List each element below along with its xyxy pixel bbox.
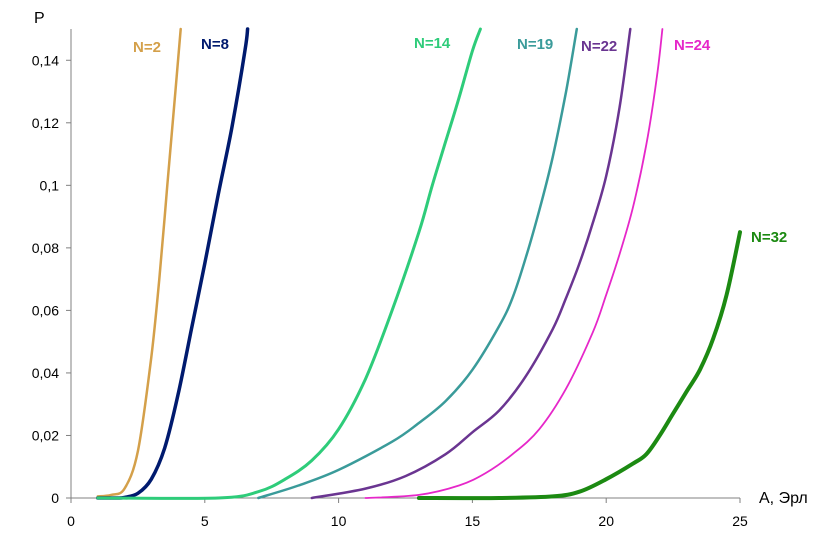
series-line-n-8 xyxy=(96,27,250,500)
x-tick-label: 25 xyxy=(732,513,748,529)
series-lines xyxy=(96,27,742,501)
series-label-n-8: N=8 xyxy=(201,36,229,53)
series-label-n-14: N=14 xyxy=(414,35,451,52)
x-axis-title: A, Эрл xyxy=(759,490,808,507)
series-label-n-19: N=19 xyxy=(517,36,553,53)
ticks: 0 5 10 15 20 25 0 0,02 0,04 0,06 0,08 0,1 0,12 0,14 xyxy=(32,52,748,529)
series-label-n-22: N=22 xyxy=(581,38,617,55)
x-tick-label: 15 xyxy=(465,513,481,529)
y-tick-label: 0,02 xyxy=(32,427,59,443)
y-axis-title: P xyxy=(34,10,45,27)
series-line-n-2 xyxy=(96,27,182,498)
y-tick-label: 0,06 xyxy=(32,302,59,318)
series-line-n-24 xyxy=(364,28,664,499)
y-tick-label: 0,14 xyxy=(32,52,59,68)
series-line-n-32 xyxy=(416,230,742,501)
series-label-n-2: N=2 xyxy=(133,39,161,56)
series-line-n-14 xyxy=(96,27,482,500)
x-tick-label: 5 xyxy=(201,513,209,529)
series-line-n-19 xyxy=(257,27,579,500)
y-tick-label: 0,1 xyxy=(40,177,60,193)
series-label-n-32: N=32 xyxy=(751,229,787,246)
y-tick-label: 0,12 xyxy=(32,115,59,131)
x-tick-label: 0 xyxy=(67,513,75,529)
series-line-n-22 xyxy=(310,27,632,500)
x-tick-label: 20 xyxy=(598,513,614,529)
y-tick-label: 0,04 xyxy=(32,365,59,381)
series-labels: N=2 N=8 N=14 N=19 N=22 N=24 N=32 xyxy=(133,35,787,246)
series-label-n-24: N=24 xyxy=(674,37,711,54)
y-tick-label: 0 xyxy=(51,490,59,506)
y-tick-label: 0,08 xyxy=(32,240,59,256)
x-tick-label: 10 xyxy=(331,513,347,529)
